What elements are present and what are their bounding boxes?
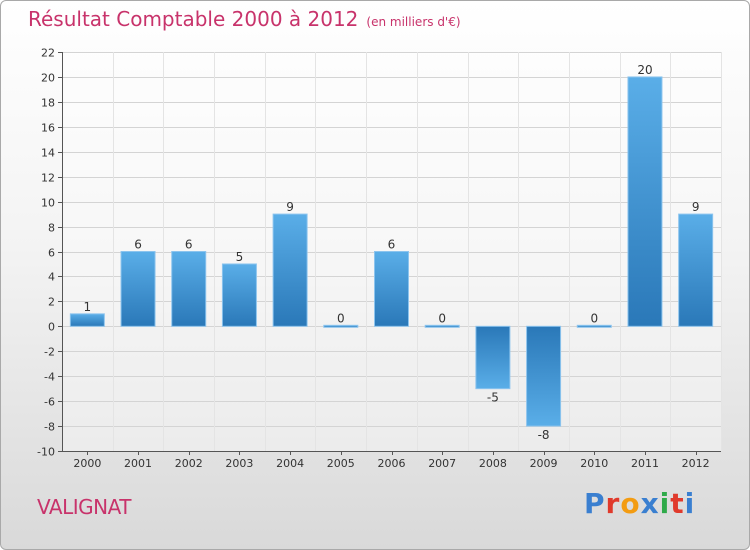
data-label-2001: 6 [134,238,142,252]
data-label-2011: 20 [637,63,652,77]
x-tick-label-2001: 2001 [124,457,152,470]
y-tick-label: -4 [44,371,55,384]
y-tick-label: 10 [41,197,55,210]
data-label-2006: 6 [388,238,396,252]
data-label-2002: 6 [185,238,193,252]
bar-2012 [678,213,714,327]
data-label-2012: 9 [692,200,700,214]
y-tick-label: 22 [41,47,55,60]
data-label-2007: 0 [438,311,446,325]
data-label-2009: -8 [538,428,550,442]
chart-title-text: Résultat Comptable 2000 à 2012 [28,7,359,31]
x-tick-label-2005: 2005 [327,457,355,470]
y-tick-label: 18 [41,97,55,110]
y-tick-label: 8 [48,222,55,235]
bar-2009 [526,325,562,427]
data-label-2008: -5 [487,391,499,405]
axes [58,52,721,455]
y-tick-label: 20 [41,72,55,85]
chart-title: Résultat Comptable 2000 à 2012 (en millie… [28,7,461,31]
bar-2003 [221,263,257,327]
x-tick-label-2012: 2012 [682,457,710,470]
x-tick-label-2009: 2009 [530,457,558,470]
logo-letter: x [640,487,660,520]
logo-letter: i [659,487,671,520]
bar-2010 [576,324,612,328]
logo-letter: i [684,487,696,520]
data-label-2003: 5 [236,250,244,264]
y-tick-label: -10 [37,446,55,459]
x-tick-label-2003: 2003 [225,457,253,470]
y-tick-label: -2 [44,346,55,359]
y-tick-label: 16 [41,122,55,135]
x-tick-label-2010: 2010 [580,457,608,470]
y-tick-label: -8 [44,421,55,434]
bar-2006 [374,251,409,327]
logo-letter: r [605,487,621,520]
x-tick-label-2004: 2004 [276,457,304,470]
x-tick-label-2000: 2000 [73,457,101,470]
bar-2002 [171,251,207,327]
labels: -10-8-6-4-202468101214161820221200062001… [37,47,710,471]
x-tick-label-2008: 2008 [479,457,507,470]
data-label-2000: 1 [84,300,92,314]
y-tick-label: 4 [48,271,55,284]
y-tick-label: 12 [41,172,55,185]
chart-subtitle: (en milliers d'€) [366,15,461,29]
bars [69,76,714,427]
bar-2001 [120,251,156,327]
proxiti-logo: Proxiti [584,487,695,520]
data-label-2010: 0 [590,311,598,325]
y-tick-label: 6 [48,247,55,260]
bar-2008 [475,325,511,390]
logo-letter: P [584,487,606,520]
data-label-2004: 9 [286,200,294,214]
data-label-2005: 0 [337,311,345,325]
bar-2011 [627,76,663,327]
x-tick-label-2006: 2006 [378,457,406,470]
bar-2004 [272,213,308,327]
logo-letter: o [620,487,641,520]
bar-2000 [69,313,105,327]
y-tick-label: 2 [48,296,55,309]
x-tick-label-2011: 2011 [631,457,659,470]
x-tick-label-2002: 2002 [175,457,203,470]
y-tick-label: -6 [44,396,55,409]
bar-2007 [424,324,460,328]
logo-letter: t [670,487,685,520]
y-tick-label: 14 [41,147,55,160]
commune-name: VALIGNAT [37,495,131,519]
bar-2005 [323,324,359,328]
x-tick-label-2007: 2007 [428,457,456,470]
y-tick-label: 0 [48,321,55,334]
